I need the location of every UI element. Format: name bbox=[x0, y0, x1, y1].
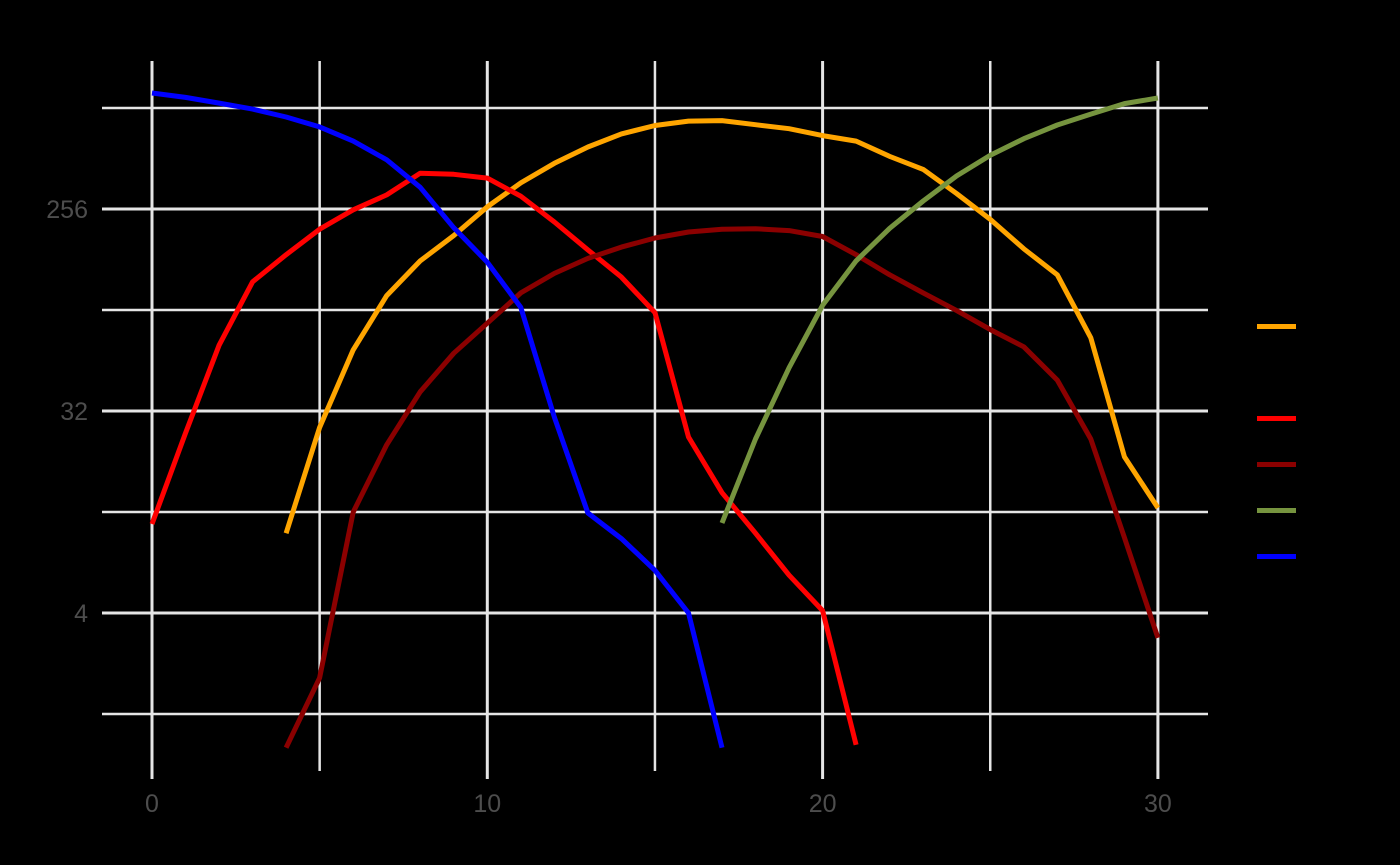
axis-label-layer: 0 10 20 30 256 32 4 bbox=[46, 196, 1172, 818]
legend bbox=[1257, 324, 1296, 559]
grid-layer bbox=[102, 61, 1208, 771]
y-axis-tick-label: 256 bbox=[46, 196, 88, 224]
x-axis-tick-label: 30 bbox=[1144, 790, 1172, 818]
legend-swatch-red-series bbox=[1257, 416, 1296, 421]
series-line-blue-series bbox=[151, 90, 725, 749]
x-axis-tick-label: 10 bbox=[473, 790, 501, 818]
y-axis-tick-label: 32 bbox=[60, 398, 88, 426]
y-axis-tick-label: 4 bbox=[74, 600, 88, 628]
series-line-red-series bbox=[149, 170, 859, 746]
legend-swatch-blue-series bbox=[1257, 554, 1296, 559]
legend-swatch-darkred-series bbox=[1257, 462, 1296, 467]
legend-swatch-green-series bbox=[1257, 508, 1296, 513]
legend-swatch-orange-series bbox=[1257, 324, 1296, 329]
series-layer bbox=[149, 90, 1161, 749]
series-line-green-series bbox=[719, 95, 1159, 524]
series-line-darkred-series bbox=[283, 226, 1161, 749]
tick-layer bbox=[150, 771, 1160, 779]
x-axis-tick-label: 0 bbox=[145, 790, 159, 818]
x-axis-tick-label: 20 bbox=[809, 790, 837, 818]
series-line-orange-series bbox=[283, 118, 1160, 534]
